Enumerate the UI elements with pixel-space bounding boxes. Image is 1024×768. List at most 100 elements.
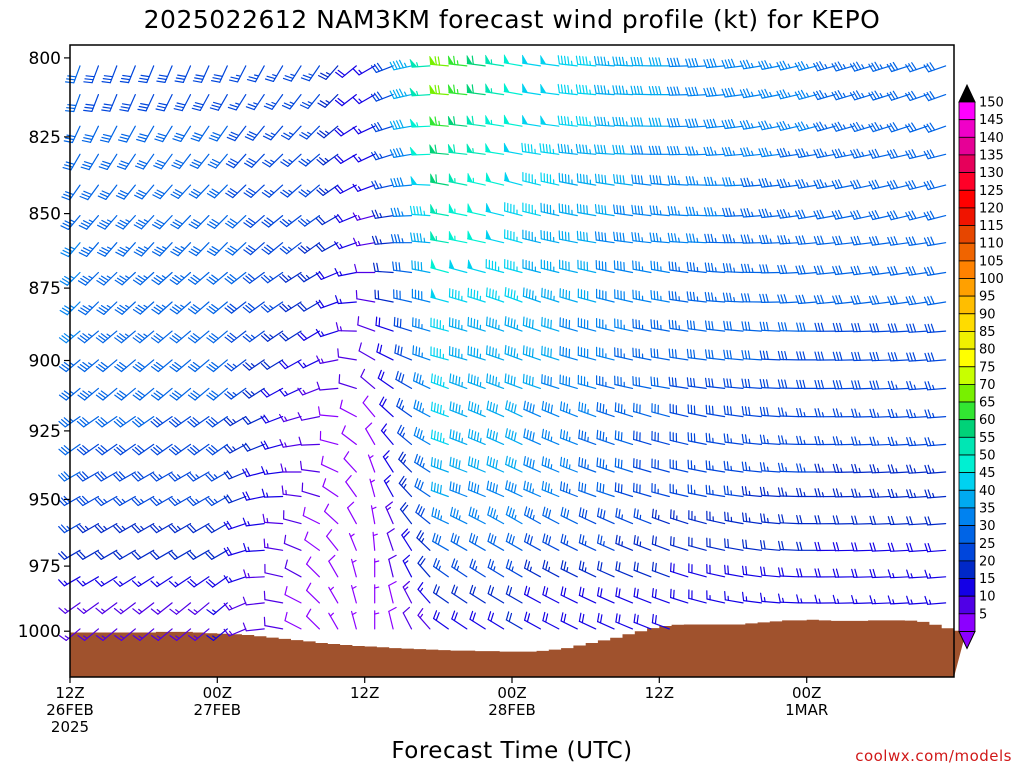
- wind-barb: [467, 456, 486, 473]
- wind-barb: [487, 611, 505, 630]
- wind-barb: [206, 330, 228, 344]
- wind-barb: [813, 265, 836, 275]
- wind-barb: [397, 424, 413, 445]
- wind-barb: [77, 628, 100, 642]
- wind-barb: [208, 125, 228, 142]
- wind-barb: [594, 231, 615, 244]
- wind-barb: [633, 508, 652, 525]
- wind-barb: [341, 425, 357, 445]
- wind-barb: [467, 428, 486, 445]
- wind-barb: [851, 515, 873, 525]
- wind-barb: [503, 83, 523, 96]
- wind-barb: [409, 58, 431, 68]
- x-tick-label: 12Z: [645, 684, 674, 702]
- wind-barb: [558, 203, 578, 217]
- wind-barb: [412, 317, 431, 332]
- wind-barb: [613, 231, 634, 244]
- wind-barb: [152, 242, 173, 257]
- wind-barb: [227, 93, 247, 111]
- wind-barb: [156, 65, 173, 84]
- wind-barb: [244, 125, 265, 141]
- wind-barb: [448, 346, 468, 361]
- wind-barb: [382, 450, 394, 473]
- wind-barb: [261, 184, 284, 198]
- wind-barb: [814, 379, 836, 390]
- wind-barb: [151, 359, 173, 373]
- wind-barb: [206, 271, 228, 285]
- colorbar-swatch: [958, 489, 976, 509]
- wind-barb: [430, 317, 449, 332]
- wind-barb: [630, 56, 652, 67]
- wind-barb: [759, 264, 781, 274]
- wind-barb: [370, 62, 394, 74]
- wind-barb: [832, 515, 855, 525]
- wind-barb: [559, 317, 578, 332]
- wind-barb: [669, 403, 689, 418]
- wind-barb: [485, 172, 505, 186]
- wind-barb: [777, 264, 799, 275]
- wind-barb: [614, 289, 634, 303]
- wind-barb: [95, 443, 118, 456]
- wind-barb: [244, 153, 265, 168]
- wind-barb: [541, 287, 560, 303]
- wind-barb: [905, 149, 928, 160]
- wind-barb: [150, 549, 173, 560]
- wind-barb: [649, 174, 670, 186]
- wind-barb: [431, 507, 449, 525]
- wind-barb: [851, 542, 873, 552]
- wind-barb: [686, 377, 707, 389]
- wind-barb: [115, 242, 136, 257]
- wind-barb: [668, 290, 689, 303]
- wind-barb: [334, 184, 357, 194]
- wind-barb: [575, 115, 597, 127]
- wind-barb: [923, 62, 947, 73]
- wind-barb: [189, 153, 210, 169]
- wind-barb: [503, 114, 523, 127]
- wind-barb: [615, 587, 634, 604]
- wind-barb: [887, 488, 910, 499]
- wind-barb: [374, 558, 380, 578]
- wind-barb: [226, 125, 247, 142]
- wind-barb: [188, 215, 210, 229]
- wind-barb: [206, 242, 228, 256]
- wind-barb: [151, 330, 173, 344]
- wind-barb: [373, 262, 394, 274]
- wind-barb: [905, 295, 928, 306]
- wind-barb: [168, 471, 192, 482]
- wind-barb: [152, 215, 173, 230]
- wind-barb: [151, 628, 173, 642]
- wind-barb: [832, 235, 855, 246]
- wind-barb: [703, 207, 726, 217]
- wind-barb: [168, 549, 192, 560]
- colorbar-label: 40: [979, 484, 996, 499]
- y-tick-label: 875: [29, 279, 61, 299]
- wind-barb: [448, 259, 468, 274]
- wind-barb: [223, 494, 247, 504]
- wind-barb: [667, 175, 689, 186]
- wind-barb: [467, 480, 486, 498]
- wind-barb: [58, 549, 81, 560]
- wind-barb: [615, 534, 634, 551]
- wind-barb: [131, 549, 155, 560]
- wind-barb: [868, 210, 891, 221]
- wind-barb: [541, 374, 560, 389]
- wind-barb: [740, 234, 763, 244]
- wind-barb: [137, 93, 155, 112]
- wind-barb: [596, 560, 615, 578]
- wind-barb: [245, 93, 265, 111]
- wind-barb: [869, 542, 891, 552]
- wind-barb: [94, 576, 118, 587]
- colorbar-label: 25: [979, 537, 996, 552]
- wind-barb: [433, 610, 449, 630]
- wind-barb: [560, 612, 578, 630]
- wind-barb: [135, 153, 155, 170]
- wind-barb: [724, 590, 744, 604]
- wind-barb: [416, 530, 431, 551]
- wind-barb: [687, 484, 707, 498]
- wind-barb: [362, 395, 376, 418]
- wind-barb: [505, 455, 523, 473]
- wind-barb: [386, 528, 395, 551]
- wind-barb: [633, 587, 652, 604]
- wind-barb: [540, 55, 560, 67]
- wind-barb: [131, 495, 155, 507]
